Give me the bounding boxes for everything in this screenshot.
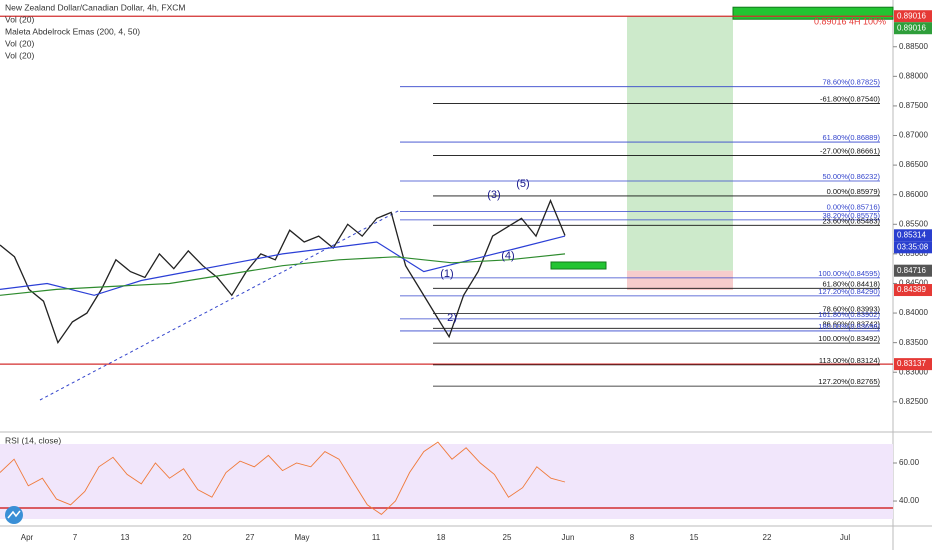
y-tick-label: 0.82500 xyxy=(899,397,928,406)
indicator: Maleta Abdelrock Emas (200, 4, 50) xyxy=(5,26,140,36)
y-tick-label: 0.83000 xyxy=(899,367,928,376)
logo xyxy=(5,506,23,524)
indicator: Vol (20) xyxy=(5,38,34,48)
fib-label: -61.80%(0.87540) xyxy=(820,95,881,104)
wave-label: (5) xyxy=(516,178,529,190)
rsi-line xyxy=(0,441,566,515)
x-tick-label: 8 xyxy=(630,533,635,542)
x-tick-label: 22 xyxy=(763,533,772,542)
y-tick-label: 0.86500 xyxy=(899,160,928,169)
fib-label: 100.00%(0.84595) xyxy=(818,269,880,278)
price-label-bg xyxy=(894,22,932,35)
fib-label: 180.00%(0.83698) xyxy=(818,322,880,331)
target-zone xyxy=(627,16,733,271)
price-label: 0.89016 xyxy=(897,11,926,20)
rsi-tick-label: 40.00 xyxy=(899,496,920,505)
x-tick-label: 7 xyxy=(73,533,78,542)
price-line xyxy=(0,198,566,345)
x-tick-label: Apr xyxy=(21,533,34,542)
x-tick-label: Jun xyxy=(562,533,575,542)
rsi-title: RSI (14, close) xyxy=(5,435,61,445)
fib-label: 61.80%(0.86889) xyxy=(822,133,880,142)
x-tick-label: 20 xyxy=(183,533,192,542)
x-tick-label: 15 xyxy=(690,533,699,542)
wave-label: 2) xyxy=(447,312,457,324)
y-tick-label: 0.83500 xyxy=(899,338,928,347)
y-tick-label: 0.85500 xyxy=(899,219,928,228)
rsi-band xyxy=(0,444,893,519)
rsi-pane: 40.00 60.00 xyxy=(0,441,920,519)
fib-label: 161.80%(0.83902) xyxy=(818,310,880,319)
fib-label: 50.00%(0.86232) xyxy=(822,172,880,181)
price-label: 0.84716 xyxy=(897,266,926,275)
price-label-bg xyxy=(894,10,932,23)
price-label-bg xyxy=(894,358,932,371)
x-tick-label: 25 xyxy=(503,533,512,542)
x-tick-label: May xyxy=(294,533,309,542)
y-tick-label: 0.87000 xyxy=(899,131,928,140)
y-tick-label: 0.84500 xyxy=(899,279,928,288)
price-label: 0.83137 xyxy=(897,359,926,368)
fib-label: 0.00%(0.85716) xyxy=(827,202,881,211)
fib-label: 61.80%(0.84418) xyxy=(822,279,880,288)
countdown: 03:35:08 xyxy=(897,242,929,251)
price-label: 0.89016 xyxy=(897,23,926,32)
entry-marker xyxy=(550,261,607,270)
y-tick-label: 0.86000 xyxy=(899,190,928,199)
price-label-bg xyxy=(894,284,932,297)
indicator: Vol (20) xyxy=(5,50,34,60)
fib-label: 38.20%(0.85575) xyxy=(822,211,880,220)
y-tick-label: 0.85000 xyxy=(899,249,928,258)
fib-label: 127.20%(0.82765) xyxy=(818,377,880,386)
x-tick-label: Jul xyxy=(840,533,850,542)
wave-label: (4) xyxy=(501,250,514,262)
fib-label: 78.60%(0.87825) xyxy=(822,78,880,87)
position-label: 0.89016 4H 100% xyxy=(814,17,886,27)
countdown-bg xyxy=(894,241,932,254)
ema-line xyxy=(0,235,566,296)
price-label: 0.85314 xyxy=(897,230,926,239)
y-tick-label: 0.88000 xyxy=(899,71,928,80)
indicator: Vol (20) xyxy=(5,14,34,24)
x-tick-label: 27 xyxy=(246,533,255,542)
x-tick-label: 13 xyxy=(121,533,130,542)
price-label-bg xyxy=(894,264,932,277)
fib-label: -27.00%(0.86661) xyxy=(820,147,881,156)
price-label-bg xyxy=(894,229,932,242)
x-tick-label: 18 xyxy=(437,533,446,542)
fib-label: 86.60%(0.83742) xyxy=(822,319,880,328)
y-tick-label: 0.84000 xyxy=(899,308,928,317)
price-label: 0.84389 xyxy=(897,285,926,294)
trend-line xyxy=(39,209,401,401)
fib-label: 113.00%(0.83124) xyxy=(819,356,881,365)
fib-label: 127.20%(0.84290) xyxy=(818,287,880,296)
y-tick-label: 0.88500 xyxy=(899,42,928,51)
symbol-title: New Zealand Dollar/Canadian Dollar, 4h, … xyxy=(5,2,185,12)
fib-label: 0.00%(0.85979) xyxy=(827,187,881,196)
fib-label: 23.60%(0.85483) xyxy=(822,216,880,225)
x-tick-label: 11 xyxy=(372,533,381,542)
ema-line xyxy=(0,253,566,296)
stop-zone xyxy=(627,270,733,291)
fib-label: 78.60%(0.83993) xyxy=(822,304,880,313)
wave-label: (1) xyxy=(440,268,453,280)
y-tick-label: 0.87500 xyxy=(899,101,928,110)
fib-label: 100.00%(0.83492) xyxy=(818,334,880,343)
rsi-tick-label: 60.00 xyxy=(899,458,920,467)
wave-label: (3) xyxy=(487,189,500,201)
main-pane: 0.82500 0.83000 0.83500 0.84000 0.84500 0.850… xyxy=(0,6,932,406)
